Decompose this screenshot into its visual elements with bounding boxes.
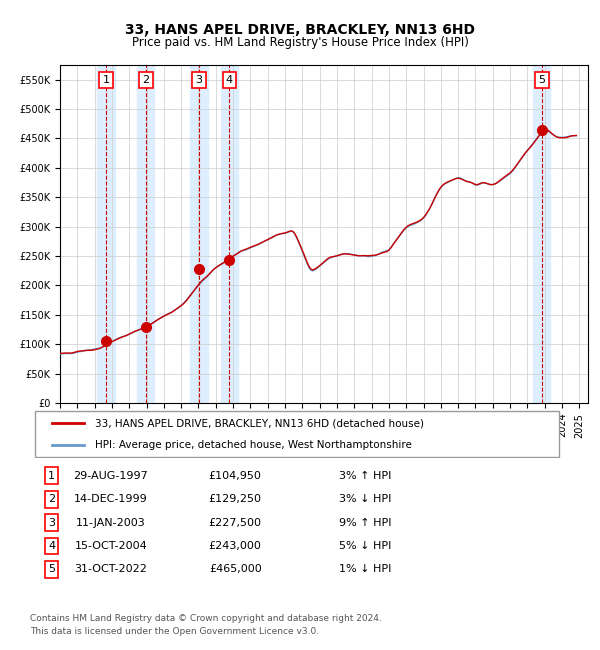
Bar (542, 65, 550, 403)
Text: 3: 3 (48, 517, 55, 528)
Text: HPI: Average price, detached house, West Northamptonshire: HPI: Average price, detached house, West… (95, 439, 412, 450)
Text: 33, HANS APEL DRIVE, BRACKLEY, NN13 6HD (detached house): 33, HANS APEL DRIVE, BRACKLEY, NN13 6HD … (95, 418, 424, 428)
Text: 5% ↓ HPI: 5% ↓ HPI (338, 541, 391, 551)
Text: 1: 1 (48, 471, 55, 481)
Text: 14-DEC-1999: 14-DEC-1999 (74, 494, 148, 504)
Text: 31-OCT-2022: 31-OCT-2022 (74, 564, 148, 575)
Text: 4: 4 (48, 541, 55, 551)
Text: Contains HM Land Registry data © Crown copyright and database right 2024.: Contains HM Land Registry data © Crown c… (30, 614, 382, 623)
Text: 1% ↓ HPI: 1% ↓ HPI (338, 564, 391, 575)
Text: 3% ↓ HPI: 3% ↓ HPI (338, 494, 391, 504)
Text: 9% ↑ HPI: 9% ↑ HPI (338, 517, 391, 528)
Text: £129,250: £129,250 (209, 494, 262, 504)
Bar (97, 65, 106, 403)
Bar (146, 65, 154, 403)
Text: 33, HANS APEL DRIVE, BRACKLEY, NN13 6HD: 33, HANS APEL DRIVE, BRACKLEY, NN13 6HD (125, 23, 475, 37)
Text: 3% ↑ HPI: 3% ↑ HPI (338, 471, 391, 481)
Text: £465,000: £465,000 (209, 564, 262, 575)
Text: 5: 5 (538, 75, 545, 85)
Text: £227,500: £227,500 (209, 517, 262, 528)
Bar (221, 65, 229, 403)
Text: 2: 2 (142, 75, 149, 85)
FancyBboxPatch shape (35, 411, 559, 458)
Text: 5: 5 (48, 564, 55, 575)
Text: 2: 2 (48, 494, 55, 504)
Text: This data is licensed under the Open Government Licence v3.0.: This data is licensed under the Open Gov… (30, 627, 319, 636)
Bar (199, 65, 208, 403)
Text: £243,000: £243,000 (209, 541, 262, 551)
Bar (533, 65, 542, 403)
Text: 4: 4 (226, 75, 233, 85)
Text: 11-JAN-2003: 11-JAN-2003 (76, 517, 146, 528)
Text: 3: 3 (196, 75, 203, 85)
Text: 15-OCT-2004: 15-OCT-2004 (74, 541, 148, 551)
Bar (229, 65, 238, 403)
Bar (106, 65, 115, 403)
Text: 29-AUG-1997: 29-AUG-1997 (74, 471, 148, 481)
Bar (137, 65, 146, 403)
Text: Price paid vs. HM Land Registry's House Price Index (HPI): Price paid vs. HM Land Registry's House … (131, 36, 469, 49)
Bar (190, 65, 199, 403)
Text: £104,950: £104,950 (209, 471, 262, 481)
Text: 1: 1 (103, 75, 110, 85)
